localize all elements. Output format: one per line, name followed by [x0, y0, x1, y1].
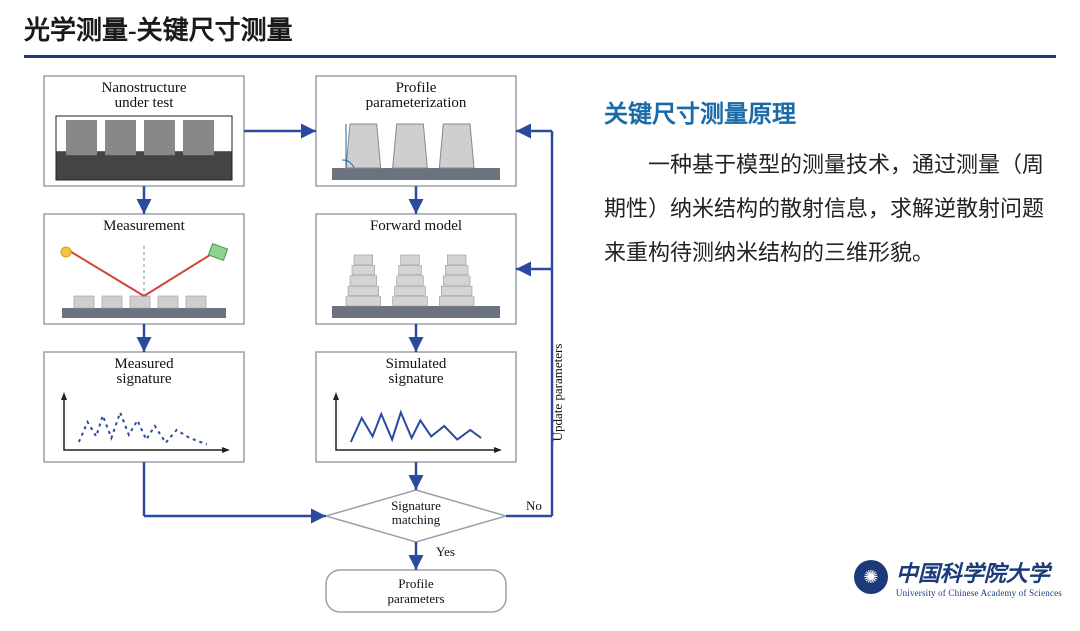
node-msig: Measuredsignature: [44, 352, 244, 462]
svg-text:matching: matching: [392, 512, 441, 527]
node-profile: Profileparameterization: [316, 76, 516, 186]
logo-en-name: University of Chinese Academy of Science…: [896, 588, 1062, 598]
svg-text:Simulated: Simulated: [386, 356, 447, 372]
node-match: Signaturematching: [326, 490, 506, 542]
svg-text:No: No: [526, 498, 542, 513]
node-meas: Measurement: [44, 214, 244, 324]
flowchart-svg: Nanostructureunder testProfileparameteri…: [24, 66, 584, 626]
node-out: Profileparameters: [326, 570, 506, 612]
logo-icon: ✺: [854, 560, 888, 594]
svg-text:Profile: Profile: [396, 80, 437, 96]
svg-text:Signature: Signature: [391, 498, 441, 513]
svg-text:parameterization: parameterization: [366, 95, 467, 111]
svg-text:under test: under test: [115, 95, 175, 111]
logo: ✺ 中国科学院大学 University of Chinese Academy …: [854, 556, 1062, 598]
node-nano: Nanostructureunder test: [44, 76, 244, 186]
logo-cn-name: 中国科学院大学: [896, 556, 1062, 588]
principle-body: 一种基于模型的测量技术，通过测量（周期性）纳米结构的散射信息，求解逆散射问题来重…: [604, 143, 1044, 275]
svg-text:Forward model: Forward model: [370, 218, 462, 234]
svg-text:Measurement: Measurement: [103, 218, 185, 234]
svg-text:signature: signature: [389, 371, 444, 387]
logo-text: 中国科学院大学 University of Chinese Academy of…: [896, 556, 1062, 598]
node-ssig: Simulatedsignature: [316, 352, 516, 462]
svg-text:Nanostructure: Nanostructure: [102, 80, 187, 96]
principle-heading: 关键尺寸测量原理: [604, 94, 1044, 129]
title-bar: 光学测量-关键尺寸测量: [0, 0, 1080, 51]
svg-text:parameters: parameters: [387, 591, 444, 606]
node-fwd: Forward model: [316, 214, 516, 324]
content-row: Nanostructureunder testProfileparameteri…: [0, 58, 1080, 631]
svg-text:Update parameters: Update parameters: [550, 344, 565, 442]
svg-text:Measured: Measured: [114, 356, 174, 372]
svg-text:Profile: Profile: [398, 576, 434, 591]
page-title: 光学测量-关键尺寸测量: [24, 10, 1056, 47]
flowchart-panel: Nanostructureunder testProfileparameteri…: [24, 66, 584, 631]
svg-text:signature: signature: [117, 371, 172, 387]
principle-panel: 关键尺寸测量原理 一种基于模型的测量技术，通过测量（周期性）纳米结构的散射信息，…: [584, 66, 1056, 631]
svg-text:Yes: Yes: [436, 544, 455, 559]
